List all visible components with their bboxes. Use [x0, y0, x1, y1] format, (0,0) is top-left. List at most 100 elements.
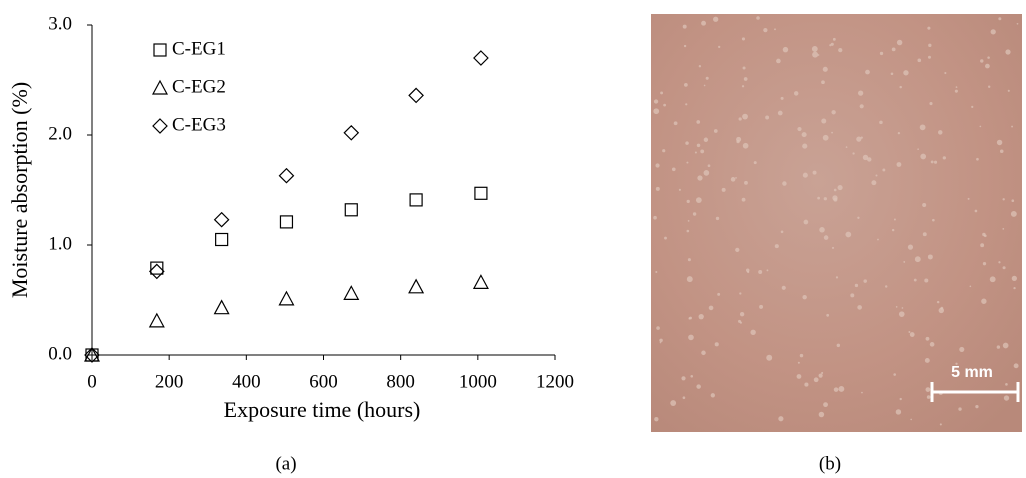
photo-speck [819, 374, 823, 378]
photo-speck [856, 137, 861, 142]
scale-bar-label: 5 mm [951, 364, 993, 381]
marker-triangle [409, 280, 423, 293]
photo-speck [900, 398, 902, 400]
photo-speck [685, 141, 689, 145]
photo-speck [899, 311, 905, 317]
photo-speck [1005, 49, 1010, 54]
photo-speck [863, 279, 866, 282]
photo-speck [743, 143, 749, 149]
photo-speck [742, 114, 748, 120]
photo-speck [735, 248, 739, 252]
photo-speck [778, 111, 783, 116]
photo-speck [763, 28, 767, 32]
marker-diamond [344, 126, 358, 140]
photo-speck [903, 70, 908, 75]
photo-speck [833, 38, 836, 41]
x-tick-label: 1200 [536, 371, 574, 392]
x-tick-label: 0 [87, 371, 97, 392]
photo-speck [697, 144, 700, 147]
photo-speck [923, 232, 927, 236]
photo-speck [998, 261, 1000, 263]
photo-speck [715, 342, 719, 346]
photo-speck [983, 262, 986, 265]
marker-triangle [215, 301, 229, 314]
photo-speck [998, 17, 1001, 20]
photo-speck [956, 86, 958, 88]
photo-speck [955, 90, 958, 93]
photo-speck [688, 220, 690, 222]
photo-speck [1014, 363, 1019, 368]
photo-speck [902, 307, 904, 309]
photo-speck [686, 162, 688, 164]
photo-speck [688, 317, 690, 319]
photo-speck [979, 126, 981, 128]
photo-speck [975, 405, 978, 408]
photo-speck [750, 330, 755, 335]
photo-speck [908, 245, 913, 250]
legend-label: C-EG2 [172, 76, 226, 97]
photo-speck [699, 314, 704, 319]
photo-speck [834, 189, 837, 192]
photo-speck [690, 375, 693, 378]
photo-speck [845, 232, 851, 238]
photo-speck [958, 407, 961, 410]
photo-speck [695, 152, 697, 154]
photo-speck [861, 392, 863, 394]
photo-speck [990, 276, 996, 282]
photo-speck [814, 377, 819, 382]
figure: 5 mm (a) (b) Exposure time (hours) Moist… [0, 0, 1026, 478]
photo-speck [684, 45, 686, 47]
photo-speck [821, 119, 826, 124]
photo-speck [704, 138, 708, 142]
marker-square [475, 187, 487, 199]
photo-speck [716, 217, 719, 220]
photo-speck [826, 314, 829, 317]
photo-speck [897, 162, 902, 167]
marker-diamond [279, 169, 293, 183]
y-tick-label: 0.0 [48, 343, 72, 364]
photo-speck [693, 212, 696, 215]
photo-speck [812, 52, 818, 58]
photo-speck [894, 218, 896, 220]
photo-speck [696, 384, 701, 389]
photo-speck [971, 106, 973, 108]
photo-speck [910, 332, 915, 337]
photo-speck [688, 335, 694, 341]
photo-speck [915, 256, 921, 262]
photo-speck [813, 171, 817, 175]
photo-speck [928, 254, 933, 259]
photo-speck [885, 285, 887, 287]
photo-speck [987, 56, 990, 59]
photo-speck [831, 43, 834, 46]
photo-speck [988, 86, 990, 88]
photo-speck [836, 276, 838, 278]
photo-speck [940, 307, 943, 310]
photo-speck [742, 37, 745, 40]
photo-speck [980, 59, 983, 62]
photo-speck [655, 163, 659, 167]
photo-speck [898, 132, 900, 134]
photo-speck [684, 83, 688, 87]
photo-speck [1003, 343, 1009, 349]
photo-speck [980, 243, 984, 247]
photo-speck [1011, 211, 1017, 217]
photo-speck [929, 102, 932, 105]
photo-speck [740, 312, 744, 316]
photo-speck [798, 362, 800, 364]
photo-speck [930, 342, 935, 347]
marker-square [154, 44, 166, 56]
photo-speck [674, 121, 678, 125]
photo-speck [1003, 266, 1006, 269]
photo-speck [908, 331, 910, 333]
photo-speck [804, 383, 808, 387]
photo-speck [756, 16, 760, 20]
marker-diamond [409, 88, 423, 102]
photo-speck [1017, 23, 1019, 25]
photo-speck [754, 161, 757, 164]
photo-speck [903, 261, 905, 263]
photo-speck [687, 200, 690, 203]
x-tick-label: 1000 [459, 371, 497, 392]
photo-speck [832, 247, 834, 249]
photo-speck [696, 197, 702, 203]
photo-speck [865, 70, 870, 75]
